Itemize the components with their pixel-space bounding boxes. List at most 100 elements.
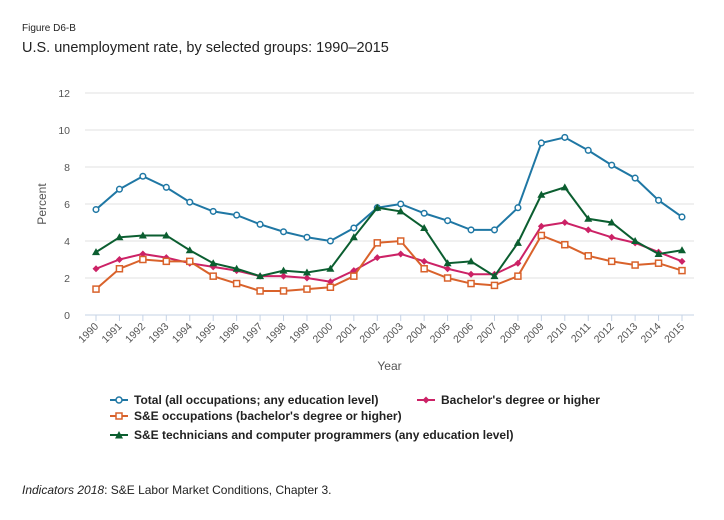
data-point: [303, 285, 311, 293]
data-point: [420, 265, 428, 273]
figure-label: Figure D6-B: [22, 23, 76, 34]
data-point: [608, 161, 616, 169]
y-tick-label: 10: [58, 125, 70, 137]
y-tick-label: 0: [64, 310, 70, 322]
y-tick-label: 4: [64, 236, 70, 248]
data-point: [209, 272, 217, 280]
data-point: [584, 252, 592, 260]
data-point: [467, 226, 475, 234]
data-point: [92, 248, 100, 256]
x-tick-label: 2000: [311, 321, 336, 346]
y-tick-label: 6: [64, 199, 70, 211]
data-point: [513, 238, 522, 246]
legend-item-total: Total (all occupations; any education le…: [110, 393, 379, 407]
data-point: [138, 231, 147, 239]
data-point: [467, 257, 476, 265]
data-point: [490, 226, 499, 234]
data-point: [92, 285, 100, 293]
data-point: [444, 217, 452, 225]
series-line: [95, 136, 683, 243]
data-point: [303, 233, 311, 241]
legend-item-bachelors: Bachelor's degree or higher: [417, 393, 600, 407]
data-point: [326, 278, 334, 286]
data-point: [115, 233, 124, 241]
x-tick-label: 2007: [475, 321, 500, 346]
data-point: [302, 268, 311, 276]
data-point: [678, 257, 686, 265]
x-tick-label: 1998: [264, 321, 289, 346]
x-tick-label: 2011: [569, 321, 594, 346]
data-point: [655, 196, 663, 204]
data-point: [115, 185, 123, 193]
x-tick-label: 2012: [592, 321, 617, 346]
x-tick-label: 2013: [615, 321, 640, 346]
data-point: [584, 226, 592, 234]
data-point: [115, 265, 124, 273]
data-point: [561, 219, 569, 226]
data-point: [514, 272, 522, 280]
data-point: [350, 224, 358, 232]
series-line: [95, 234, 683, 292]
x-tick-label: 1993: [146, 321, 171, 346]
data-point: [279, 266, 288, 274]
x-tick-label: 1991: [100, 321, 125, 346]
data-point: [373, 203, 382, 211]
data-point: [326, 283, 335, 291]
legend-label: S&E occupations (bachelor's degree or hi…: [134, 409, 402, 423]
data-point: [349, 233, 358, 241]
y-tick-label: 2: [64, 273, 70, 285]
x-tick-label: 1994: [170, 321, 195, 346]
data-point: [396, 207, 405, 215]
data-point: [420, 209, 428, 217]
data-point: [678, 266, 686, 275]
data-point: [561, 240, 569, 249]
x-tick-label: 1996: [217, 321, 242, 346]
data-point: [115, 256, 123, 263]
data-point: [256, 287, 264, 295]
data-point: [560, 183, 569, 191]
data-point: [162, 257, 171, 266]
x-tick-label: 2006: [451, 321, 476, 346]
data-point: [631, 237, 640, 244]
data-point: [397, 200, 405, 208]
data-point: [537, 222, 545, 230]
chart-title: U.S. unemployment rate, by selected grou…: [22, 40, 389, 56]
x-tick-label: 2008: [498, 321, 523, 346]
data-point: [607, 257, 616, 266]
data-point: [608, 233, 616, 241]
data-point: [185, 246, 194, 254]
legend-item-se-technicians: S&E technicians and computer programmers…: [110, 428, 513, 442]
x-tick-label: 2014: [639, 321, 664, 346]
data-point: [256, 220, 264, 228]
legend-item-se-occupations: S&E occupations (bachelor's degree or hi…: [110, 409, 402, 423]
data-point: [396, 237, 405, 245]
data-point: [279, 287, 288, 295]
data-point: [654, 259, 663, 267]
data-point: [256, 272, 265, 280]
legend-marker-diamond-icon: [417, 396, 435, 404]
data-point: [467, 270, 475, 278]
data-point: [607, 218, 616, 226]
x-tick-label: 2015: [662, 321, 687, 346]
x-tick-label: 1992: [123, 321, 148, 346]
data-point: [584, 214, 593, 222]
data-point: [514, 204, 522, 212]
data-point: [186, 257, 194, 266]
x-tick-label: 1990: [76, 321, 101, 346]
data-point: [303, 274, 311, 282]
data-point: [139, 255, 147, 264]
data-point: [92, 265, 100, 273]
data-point: [280, 272, 288, 280]
legend-marker-circle-icon: [110, 396, 128, 404]
data-point: [186, 198, 194, 206]
data-point: [537, 231, 546, 240]
legend-label: Bachelor's degree or higher: [441, 393, 600, 407]
data-point: [373, 254, 381, 262]
data-point: [561, 133, 569, 141]
x-tick-label: 2010: [545, 321, 570, 346]
data-point: [162, 231, 171, 239]
legend-label: S&E technicians and computer programmers…: [134, 428, 514, 442]
source-italic: Indicators 2018: [22, 483, 105, 497]
source-text: : S&E Labor Market Conditions, Chapter 3…: [104, 483, 332, 497]
data-point: [350, 272, 358, 280]
